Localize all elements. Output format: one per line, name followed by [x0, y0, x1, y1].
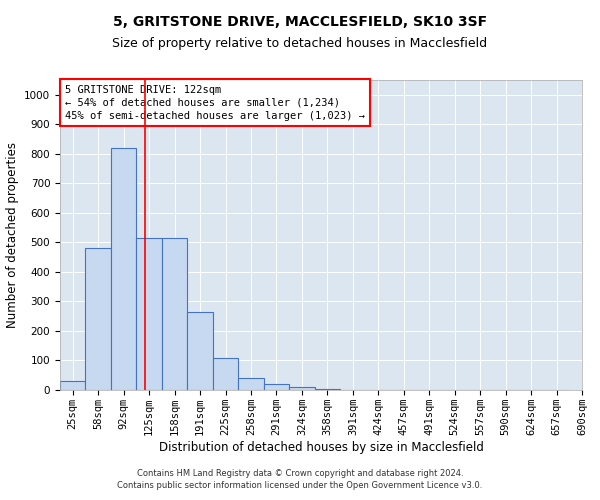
- Bar: [162, 238, 187, 390]
- Bar: [238, 378, 264, 390]
- Bar: [264, 384, 289, 390]
- Text: 5 GRITSTONE DRIVE: 122sqm
← 54% of detached houses are smaller (1,234)
45% of se: 5 GRITSTONE DRIVE: 122sqm ← 54% of detac…: [65, 84, 365, 121]
- Bar: [85, 248, 111, 390]
- X-axis label: Distribution of detached houses by size in Macclesfield: Distribution of detached houses by size …: [158, 440, 484, 454]
- Bar: [213, 358, 238, 390]
- Bar: [60, 381, 85, 390]
- Bar: [289, 387, 314, 390]
- Bar: [136, 238, 162, 390]
- Text: Size of property relative to detached houses in Macclesfield: Size of property relative to detached ho…: [112, 38, 488, 51]
- Y-axis label: Number of detached properties: Number of detached properties: [5, 142, 19, 328]
- Bar: [314, 388, 340, 390]
- Text: 5, GRITSTONE DRIVE, MACCLESFIELD, SK10 3SF: 5, GRITSTONE DRIVE, MACCLESFIELD, SK10 3…: [113, 15, 487, 29]
- Bar: [111, 148, 136, 390]
- Text: Contains HM Land Registry data © Crown copyright and database right 2024.
Contai: Contains HM Land Registry data © Crown c…: [118, 469, 482, 490]
- Bar: [187, 312, 213, 390]
